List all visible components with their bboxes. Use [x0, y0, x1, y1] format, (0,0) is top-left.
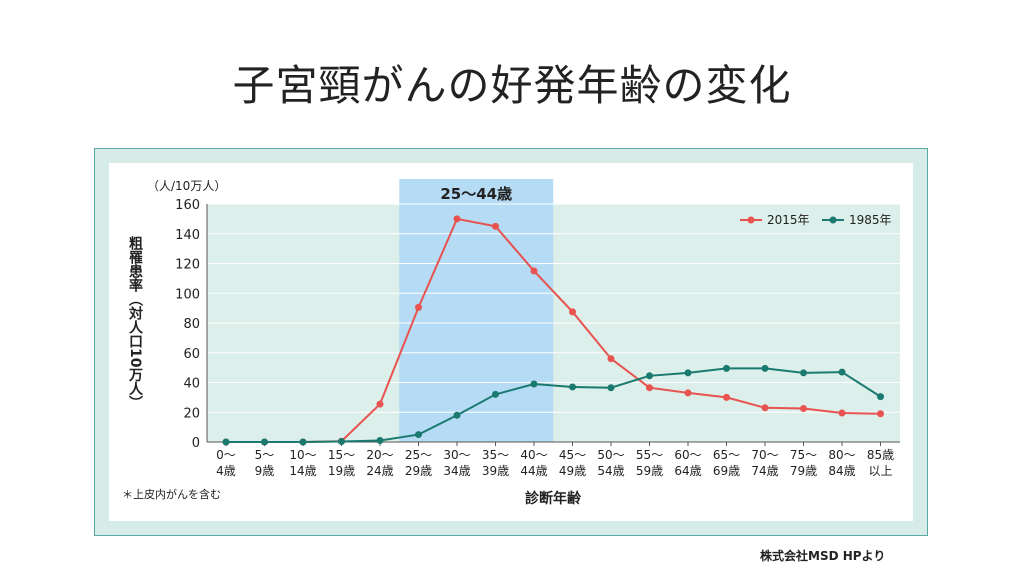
data-point — [646, 384, 653, 392]
data-point — [569, 383, 576, 391]
x-tick-label: 5～ — [255, 448, 275, 462]
x-tick-label: 84歳 — [828, 464, 855, 478]
data-point — [761, 364, 769, 372]
x-tick-label: 35～ — [482, 448, 509, 462]
x-tick-label: 30～ — [443, 448, 470, 462]
legend-marker — [829, 216, 837, 224]
data-point — [530, 267, 538, 275]
y-tick-label: 0 — [192, 436, 200, 451]
data-point — [607, 355, 615, 363]
x-tick-label: 39歳 — [482, 464, 509, 478]
x-tick-label: 44歳 — [520, 464, 547, 478]
data-point — [338, 438, 345, 446]
x-tick-label: 9歳 — [255, 464, 275, 478]
x-tick-label: 以上 — [868, 464, 892, 478]
data-point — [723, 364, 730, 372]
data-point — [222, 438, 230, 446]
y-tick-label: 60 — [183, 347, 200, 362]
data-point — [492, 222, 499, 230]
data-point — [569, 308, 576, 316]
data-point — [453, 411, 461, 419]
x-axis-label: 診断年齢 — [525, 490, 582, 507]
data-point — [877, 410, 884, 418]
y-tick-label: 100 — [175, 287, 200, 302]
data-point — [838, 368, 846, 376]
series-line — [226, 367, 882, 443]
x-tick-label: 70～ — [751, 448, 778, 462]
data-point — [684, 389, 692, 397]
x-tick-label: 64歳 — [674, 464, 701, 478]
y-axis-label: 粗罹患率（対人口10万人） — [127, 236, 143, 410]
data-point — [415, 303, 422, 311]
y-tick-label: 40 — [183, 377, 200, 392]
x-tick-label: 54歳 — [597, 464, 624, 478]
data-point — [646, 372, 653, 380]
x-tick-label: 20～ — [366, 448, 393, 462]
x-tick-label: 49歳 — [559, 464, 586, 478]
data-point — [607, 384, 615, 392]
data-point — [877, 393, 884, 401]
x-tick-label: 40～ — [520, 448, 547, 462]
x-tick-label: 19歳 — [328, 464, 355, 478]
x-tick-label: 29歳 — [405, 464, 432, 478]
x-tick-label: 24歳 — [366, 464, 393, 478]
x-tick-label: 80～ — [828, 448, 855, 462]
x-tick-label: 85歳 — [867, 448, 894, 462]
x-tick-label: 69歳 — [713, 464, 740, 478]
x-tick-label: 34歳 — [443, 464, 470, 478]
x-tick-label: 65～ — [713, 448, 740, 462]
data-point — [299, 438, 307, 446]
credit-text: 株式会社MSD HPより — [760, 549, 886, 563]
x-tick-label: 75～ — [790, 448, 817, 462]
data-point — [838, 409, 846, 417]
x-tick-label: 45～ — [559, 448, 586, 462]
x-tick-label: 74歳 — [751, 464, 778, 478]
x-tick-label: 60～ — [674, 448, 701, 462]
slide-title: 子宮頸がんの好発年齢の変化 — [232, 61, 792, 110]
data-point — [376, 400, 384, 408]
x-tick-label: 59歳 — [636, 464, 663, 478]
y-tick-label: 140 — [175, 228, 200, 243]
data-point — [376, 437, 384, 445]
x-tick-label: 79歳 — [790, 464, 817, 478]
data-point — [684, 369, 692, 377]
data-point — [415, 431, 422, 439]
data-point — [453, 215, 461, 223]
x-tick-label: 55～ — [636, 448, 663, 462]
x-tick-label: 50～ — [597, 448, 624, 462]
x-tick-label: 4歳 — [216, 464, 236, 478]
y-tick-label: 160 — [175, 198, 200, 213]
y-tick-label: 80 — [183, 317, 200, 332]
legend-label: 1985年 — [849, 213, 892, 227]
legend-label: 2015年 — [767, 213, 810, 227]
data-point — [761, 404, 769, 412]
data-point — [492, 390, 499, 398]
x-tick-label: 14歳 — [289, 464, 316, 478]
data-point — [800, 369, 807, 377]
y-tick-label: 120 — [175, 258, 200, 273]
unit-label: （人/10万人） — [147, 179, 226, 193]
x-tick-label: 25～ — [405, 448, 432, 462]
data-point — [261, 438, 268, 446]
x-tick-label: 15～ — [328, 448, 355, 462]
footnote: ＊上皮内がんを含む — [122, 487, 221, 501]
highlight-label: 25～44歳 — [440, 185, 512, 203]
data-point — [800, 405, 807, 413]
legend-marker — [747, 216, 755, 224]
y-tick-label: 20 — [183, 406, 200, 421]
data-point — [723, 393, 730, 401]
x-tick-label: 0～ — [216, 448, 236, 462]
x-tick-label: 10～ — [289, 448, 316, 462]
highlight-band — [399, 179, 554, 442]
data-point — [530, 380, 538, 388]
